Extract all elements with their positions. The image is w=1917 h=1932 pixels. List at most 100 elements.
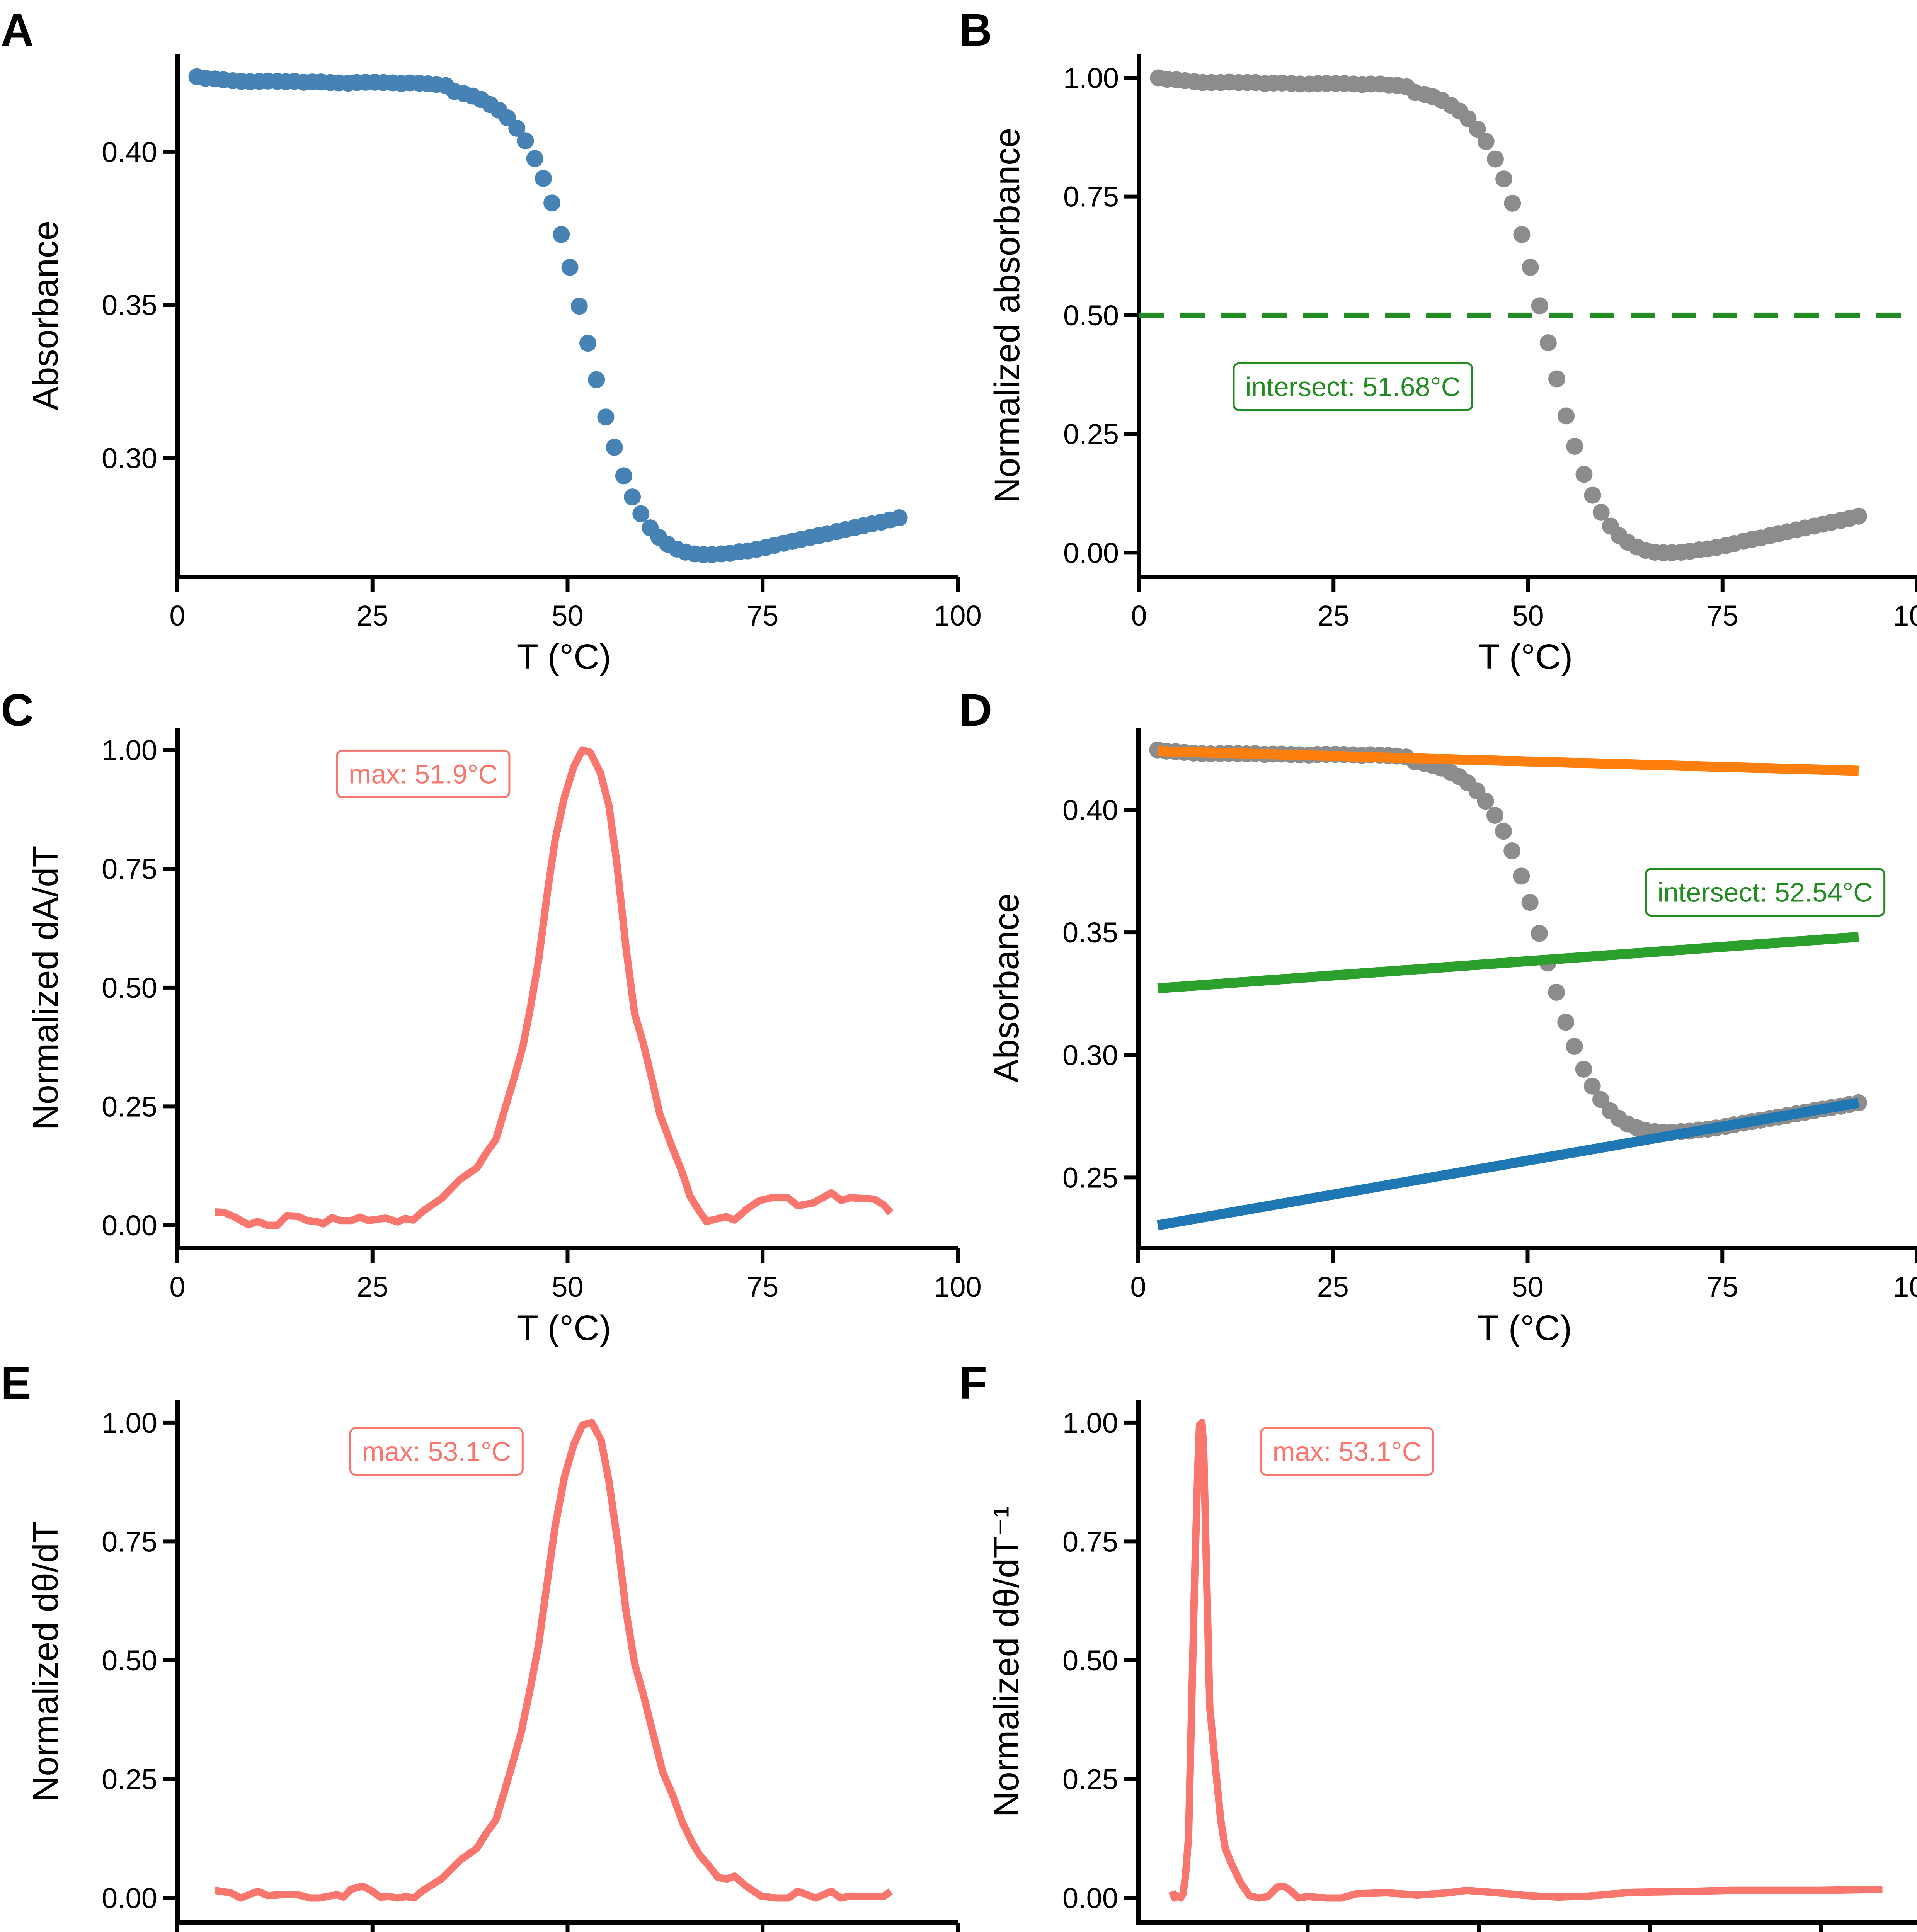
y-tick-label: 1.00	[102, 734, 157, 766]
data-point	[890, 509, 908, 527]
annotation-text: max: 51.9°C	[349, 759, 498, 789]
data-point	[1850, 507, 1868, 525]
data-point	[1486, 807, 1503, 824]
plot-area	[1139, 69, 1917, 561]
y-axis-title: Absorbance	[987, 893, 1026, 1083]
data-point	[1513, 226, 1531, 243]
data-point	[1584, 486, 1601, 504]
x-tick-label: 75	[1706, 1271, 1738, 1303]
data-point	[1583, 1077, 1601, 1095]
y-tick-label: 0.40	[1062, 794, 1118, 826]
annotation-text: intersect: 52.54°C	[1657, 878, 1873, 908]
y-tick-label: 0.75	[1062, 1526, 1118, 1558]
y-tick-label: 0.30	[1062, 1039, 1118, 1071]
y-tick-label: 0.50	[102, 1645, 157, 1677]
x-axis-title: T (°C)	[517, 637, 611, 677]
data-point	[1575, 1061, 1592, 1078]
data-point	[1521, 894, 1539, 911]
data-point	[1495, 823, 1512, 840]
panel-d: 0 25 50 75 100 0.25 0.30 0.35 0.40 T (°C) Absorban…	[987, 728, 1917, 1348]
y-tick-label: 0.25	[1062, 1763, 1118, 1795]
x-axis-title: T (°C)	[1478, 1308, 1572, 1348]
y-tick-label: 1.00	[1063, 62, 1119, 94]
data-point	[606, 439, 623, 456]
panel-label-d: D	[959, 685, 992, 736]
plot-area	[215, 746, 894, 1229]
series-line-upper-baseline	[1158, 746, 1859, 776]
series-line-normalized-d-dt-	[1168, 1419, 1883, 1902]
x-axis-title: T (°C)	[1478, 637, 1573, 677]
plot-area	[1168, 1419, 1883, 1902]
data-point	[1486, 150, 1504, 168]
data-point	[1503, 842, 1521, 859]
x-tick-label: 0	[169, 1271, 185, 1303]
panel-c: 0 25 50 75 100 0.00 0.25 0.50 0.75 1.00 T (°C) Norm…	[26, 728, 982, 1348]
x-tick-label: 50	[552, 1271, 583, 1303]
data-point	[570, 298, 588, 315]
panel-label-f: F	[959, 1358, 987, 1409]
data-point	[561, 259, 579, 276]
panel-a: 0 25 50 75 100 0.30 0.35 0.40 T (°C) Absorbance	[26, 54, 982, 677]
x-axis-title: T (°C)	[517, 1308, 611, 1348]
x-tick-label: 100	[1893, 1271, 1917, 1303]
y-tick-label: 0.50	[1063, 299, 1119, 332]
data-point	[543, 194, 561, 212]
annotation-text: intersect: 51.68°C	[1245, 372, 1461, 402]
plot-area	[1149, 741, 1867, 1230]
annotation-box	[1645, 868, 1886, 917]
data-point	[632, 505, 650, 522]
data-point	[1522, 259, 1539, 276]
data-point	[1592, 1091, 1609, 1108]
annotation-box	[1260, 1427, 1434, 1476]
y-tick-label: 0.25	[1063, 418, 1119, 450]
annotation-text: max: 53.1°C	[362, 1437, 511, 1467]
y-tick-label: 0.25	[1062, 1162, 1118, 1194]
y-tick-label: 0.75	[1063, 181, 1119, 213]
data-point	[1531, 297, 1548, 315]
y-tick-label: 1.00	[102, 1407, 157, 1439]
x-tick-label: 75	[747, 1271, 778, 1303]
data-point	[1504, 194, 1521, 212]
y-tick-label: 0.00	[102, 1209, 157, 1242]
panel-label-e: E	[1, 1358, 31, 1409]
series-line-normalized-da-dt	[215, 746, 894, 1229]
y-tick-label: 0.30	[102, 442, 157, 474]
y-axis-title: Normalized dθ/dT⁻¹	[987, 1506, 1026, 1817]
x-tick-label: 100	[934, 1271, 981, 1303]
y-tick-label: 0.25	[102, 1763, 157, 1795]
data-point	[517, 132, 534, 150]
y-tick-label: 0.00	[1063, 537, 1119, 569]
y-tick-label: 0.25	[102, 1090, 157, 1122]
data-point	[597, 408, 615, 426]
data-point	[615, 467, 632, 485]
x-tick-label: 50	[1512, 1271, 1543, 1303]
data-point	[526, 150, 543, 167]
panel-f: 0.050.100.150.200.000.250.500.751.00T⁻¹ …	[987, 1400, 1917, 1932]
x-tick-label: 0	[1130, 1271, 1146, 1303]
data-point	[1495, 170, 1513, 188]
data-point	[1469, 121, 1486, 138]
panel-label-a: A	[1, 5, 34, 56]
series-line-lower-baseline	[1157, 1098, 1860, 1230]
y-tick-label: 0.50	[1062, 1645, 1118, 1677]
y-tick-label: 0.35	[102, 289, 157, 321]
y-axis-title: Normalized dA/dT	[26, 845, 65, 1130]
x-tick-label: 25	[357, 1271, 388, 1303]
data-point	[1566, 1038, 1583, 1055]
y-tick-label: 0.50	[102, 972, 157, 1004]
x-tick-label: 75	[747, 600, 778, 632]
annotation-label: max: 51.9°C	[336, 749, 511, 798]
data-point	[579, 335, 596, 352]
data-point	[1477, 133, 1495, 150]
data-point	[1558, 407, 1575, 425]
data-point	[1531, 925, 1548, 942]
x-tick-label: 50	[1512, 600, 1544, 632]
y-tick-label: 0.35	[1062, 917, 1118, 949]
data-point	[1548, 370, 1565, 388]
data-point	[553, 226, 570, 243]
data-point	[1539, 334, 1557, 352]
data-point	[1477, 793, 1494, 810]
x-tick-label: 25	[1318, 600, 1349, 632]
